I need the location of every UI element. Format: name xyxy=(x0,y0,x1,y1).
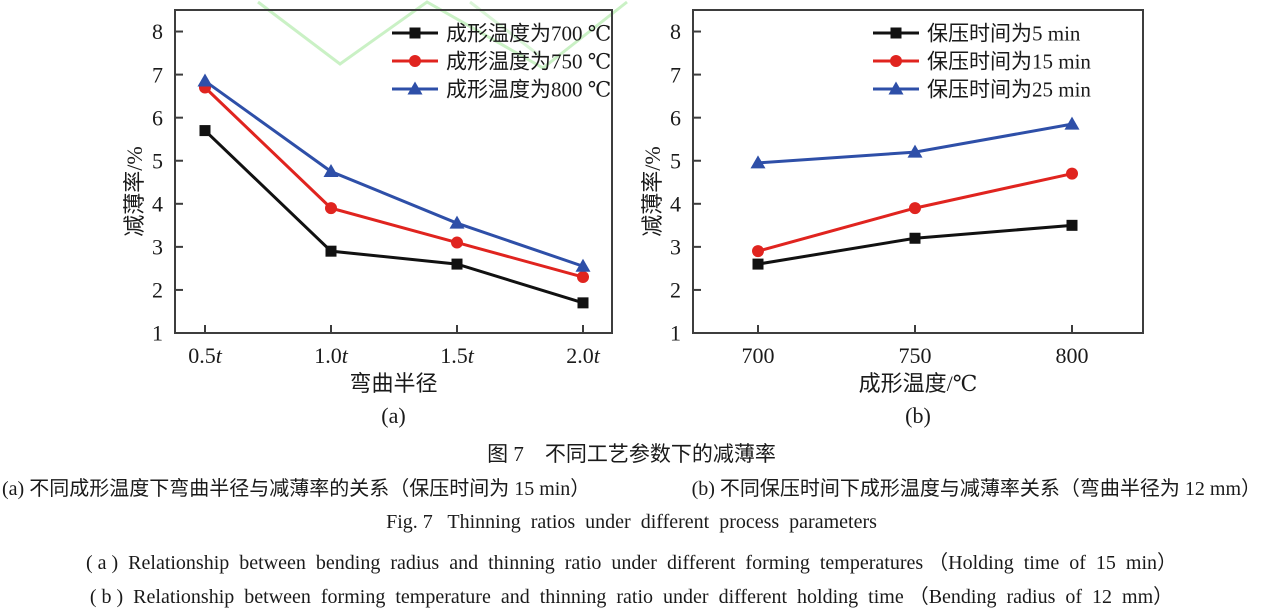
x-axis-tick-label: 1.5t xyxy=(440,343,475,368)
legend-label: 保压时间为25 min xyxy=(927,77,1091,101)
legend-entry: 成形温度为700 ℃ xyxy=(392,21,611,45)
legend-label: 成形温度为700 ℃ xyxy=(446,21,611,45)
y-axis-tick-label: 5 xyxy=(152,148,163,173)
data-point-marker xyxy=(1064,116,1080,130)
y-axis-tick-label: 2 xyxy=(152,278,163,303)
data-point-marker xyxy=(909,232,921,244)
data-point-marker xyxy=(752,258,764,270)
legend-marker xyxy=(407,81,423,95)
data-point-marker xyxy=(325,245,337,257)
x-axis-tick-label: 750 xyxy=(899,343,932,368)
x-axis-tick-label: 1.0t xyxy=(314,343,349,368)
figure-subcaption-en-a: ( a ) Relationship between bending radiu… xyxy=(85,552,1178,574)
y-axis-tick-label: 8 xyxy=(152,19,163,44)
y-axis-tick-label: 7 xyxy=(152,62,163,87)
watermark-chevron xyxy=(257,0,628,70)
charts-svg: 1 2 3 4 5 6 7 8 0.5t 1.0t 1.5t 2.0t 成形温度为700 ℃ 成形温度为7… xyxy=(122,0,1144,428)
data-point-marker xyxy=(575,258,591,272)
data-point-marker xyxy=(323,164,339,177)
legend-marker xyxy=(409,27,421,39)
y-axis-tick-label: 3 xyxy=(152,235,163,260)
figure-subcaption-en-b: ( b ) Relationship between forming tempe… xyxy=(89,586,1174,608)
y-axis-title: 减薄率/% xyxy=(122,146,147,236)
data-point-marker xyxy=(1066,167,1078,180)
figure-caption-en: Fig. 7 Thinning ratios under different p… xyxy=(386,511,877,533)
legend-label: 成形温度为800 ℃ xyxy=(446,77,611,101)
data-point-marker xyxy=(907,144,923,158)
y-axis-tick-label: 7 xyxy=(670,62,681,87)
y-axis-tick-label: 6 xyxy=(152,105,163,130)
figure-subcaption-cn-b: (b) 不同保压时间下成形温度与减薄率关系（弯曲半径为 12 mm） xyxy=(691,478,1261,500)
data-point-marker xyxy=(752,245,764,258)
legend-entry: 保压时间为5 min xyxy=(873,21,1081,45)
y-axis-tick-label: 6 xyxy=(670,105,681,130)
subplot-label: (a) xyxy=(381,403,405,428)
data-point-marker xyxy=(577,271,589,284)
legend-marker xyxy=(890,55,902,67)
legend-marker xyxy=(409,55,421,67)
x-axis-tick-label: 0.5t xyxy=(188,343,223,368)
legend-marker xyxy=(888,81,904,95)
legend-entry: 保压时间为25 min xyxy=(873,77,1091,101)
figure-subcaption-cn-a: (a) 不同成形温度下弯曲半径与减薄率的关系（保压时间为 15 min） xyxy=(2,478,591,500)
legend-entry: 保压时间为15 min xyxy=(873,49,1091,73)
y-axis-tick-label: 1 xyxy=(152,321,163,346)
series-line xyxy=(204,79,584,268)
y-axis-tick-label: 2 xyxy=(670,278,681,303)
y-axis-tick-label: 5 xyxy=(670,148,681,173)
legend-label: 成形温度为750 ℃ xyxy=(446,49,611,73)
data-point-marker xyxy=(325,202,337,215)
x-axis-tick-label: 700 xyxy=(742,343,775,368)
figure-caption-cn: 图 7 不同工艺参数下的减薄率 xyxy=(487,442,776,466)
data-point-marker xyxy=(451,236,463,249)
series-line xyxy=(757,223,1073,266)
plot-border xyxy=(692,9,1144,334)
chart-a: 1 2 3 4 5 6 7 8 0.5t 1.0t 1.5t 2.0t 成形温度为700 ℃ 成形温度为7… xyxy=(122,9,613,428)
data-point-marker xyxy=(750,155,766,169)
data-point-marker xyxy=(1066,219,1078,231)
data-point-marker xyxy=(451,258,463,270)
x-axis-tick-label: 2.0t xyxy=(566,343,601,368)
data-point-marker xyxy=(197,73,213,87)
x-axis-title: 成形温度/℃ xyxy=(859,371,978,396)
legend-label: 保压时间为5 min xyxy=(927,21,1081,45)
data-point-marker xyxy=(577,297,589,309)
series-line xyxy=(203,129,584,305)
data-point-marker xyxy=(199,125,211,137)
y-axis-tick-label: 4 xyxy=(152,192,163,217)
x-axis-tick-label: 800 xyxy=(1056,343,1089,368)
data-point-marker xyxy=(449,215,465,229)
subplot-label: (b) xyxy=(905,403,931,428)
figure-subcaption-cn-row: (a) 不同成形温度下弯曲半径与减薄率的关系（保压时间为 15 min） (b)… xyxy=(2,472,1261,501)
y-axis-tick-label: 4 xyxy=(670,192,681,217)
legend-label: 保压时间为15 min xyxy=(927,49,1091,73)
legend-entry: 成形温度为800 ℃ xyxy=(392,77,611,101)
data-point-marker xyxy=(909,202,921,215)
legend-marker xyxy=(890,27,902,39)
y-axis-tick-label: 3 xyxy=(670,235,681,260)
x-axis-title: 弯曲半径 xyxy=(349,371,437,396)
plot-border xyxy=(174,9,613,334)
y-axis-tick-label: 1 xyxy=(670,321,681,346)
y-axis-title: 减薄率/% xyxy=(640,146,665,236)
legend-entry: 成形温度为750 ℃ xyxy=(392,49,611,73)
y-axis-tick-label: 8 xyxy=(670,19,681,44)
chart-b: 1 2 3 4 5 6 7 8 700 750 800 保压时间为5 min 保压时间为15 min 保压… xyxy=(640,9,1144,428)
series-line xyxy=(203,86,584,279)
